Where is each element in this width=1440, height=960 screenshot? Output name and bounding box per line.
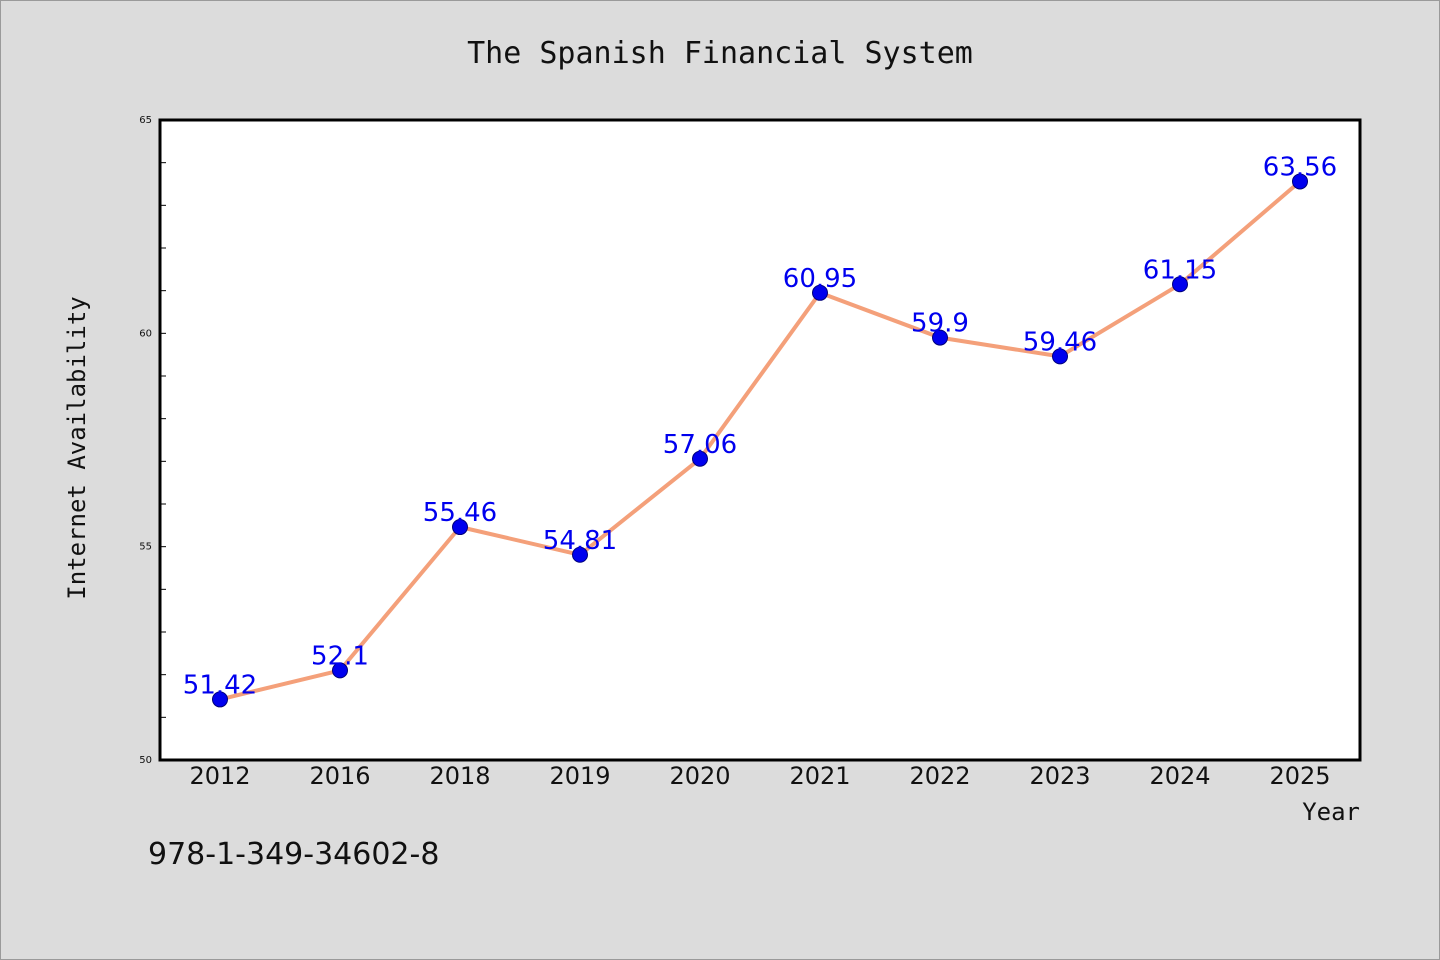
- data-labels: 51.42 52.1 55.46 54.81 57.06 60.95 59.9 59.46 61…: [183, 152, 1337, 700]
- x-tick-labels: 2012 2016 2018 2019 2020 2021 2022 2023 2024 2025: [189, 762, 1330, 790]
- x-tick-label: 2024: [1149, 762, 1210, 790]
- y-tick-label: 60: [139, 328, 152, 339]
- data-point: [932, 329, 948, 346]
- data-markers: [212, 173, 1308, 708]
- x-tick-label: 2023: [1029, 762, 1090, 790]
- data-point: [812, 284, 828, 301]
- data-point: [1292, 173, 1308, 190]
- data-label: 59.46: [1023, 327, 1097, 357]
- data-point: [692, 450, 708, 467]
- series-line-group: [218, 179, 1302, 702]
- data-point: [1052, 348, 1068, 365]
- x-tick-label: 2012: [189, 762, 250, 790]
- y-tick-label: 50: [139, 755, 152, 766]
- data-label: 51.42: [183, 670, 257, 700]
- x-axis-label: Year: [1302, 798, 1360, 826]
- x-tick-label: 2019: [549, 762, 610, 790]
- data-label: 52.1: [311, 641, 369, 671]
- data-label: 60.95: [783, 264, 857, 294]
- data-point: [1172, 276, 1188, 293]
- data-label: 55.46: [423, 498, 497, 528]
- y-tick-label: 55: [139, 542, 152, 553]
- footer-isbn: 978-1-349-34602-8: [148, 837, 439, 872]
- series-line: [218, 179, 1302, 702]
- chart-title: The Spanish Financial System: [467, 36, 973, 71]
- x-tick-label: 2018: [429, 762, 490, 790]
- x-tick-label: 2022: [909, 762, 970, 790]
- x-tick-label: 2025: [1269, 762, 1330, 790]
- x-tick-label: 2016: [309, 762, 370, 790]
- data-label: 54.81: [543, 526, 617, 556]
- data-label: 61.15: [1143, 255, 1217, 285]
- data-point: [452, 519, 468, 536]
- data-label: 57.06: [663, 430, 737, 460]
- plot-frame: [158, 118, 1362, 762]
- data-label: 63.56: [1263, 152, 1337, 182]
- x-tick-label: 2020: [669, 762, 730, 790]
- data-label: 59.9: [911, 309, 969, 339]
- plot-area: [160, 120, 1360, 760]
- y-tick-label: 65: [139, 115, 152, 126]
- y-axis-label: Internet Availability: [63, 296, 91, 599]
- y-tick-labels: 50 55 60 65: [139, 115, 152, 766]
- data-point: [572, 546, 588, 563]
- data-point: [332, 662, 348, 679]
- data-point: [212, 691, 228, 708]
- x-tick-label: 2021: [789, 762, 850, 790]
